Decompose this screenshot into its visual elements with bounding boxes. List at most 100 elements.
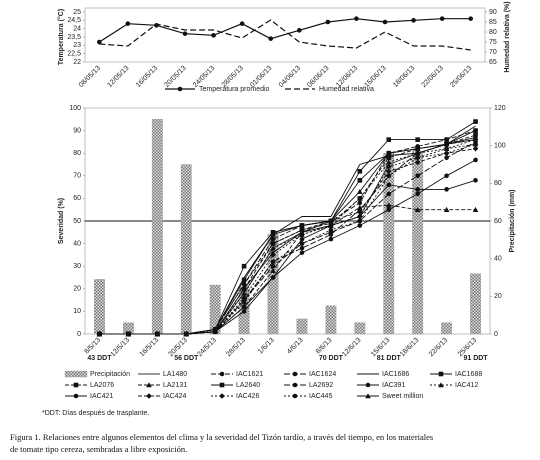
marker xyxy=(365,393,371,399)
marker xyxy=(386,191,392,197)
series-line xyxy=(99,139,476,335)
marker xyxy=(270,236,276,242)
marker xyxy=(212,328,218,335)
marker xyxy=(444,187,449,192)
marker xyxy=(299,241,305,246)
legend-swatch xyxy=(64,370,88,378)
marker xyxy=(444,137,449,142)
y2-tick-label: 120 xyxy=(494,105,506,112)
series-line xyxy=(99,136,476,335)
marker xyxy=(415,137,420,142)
y-tick-label: 80 xyxy=(73,150,81,157)
marker xyxy=(472,145,479,152)
caption: de tomate tipo cereza, sembradas a libre… xyxy=(10,444,187,454)
marker xyxy=(299,236,305,242)
y-tick-label: 10 xyxy=(73,308,81,315)
series-line xyxy=(99,130,476,335)
marker xyxy=(146,382,152,388)
y2-tick-label: 75 xyxy=(489,39,497,46)
y2-tick-label: 40 xyxy=(494,256,502,263)
marker xyxy=(183,331,190,337)
marker xyxy=(473,128,478,133)
marker xyxy=(357,213,363,220)
marker xyxy=(444,173,449,179)
marker xyxy=(386,207,392,212)
marker xyxy=(241,286,247,292)
legend-label: IAC1624 xyxy=(309,371,336,378)
marker xyxy=(328,222,334,229)
y-axis-title: Temperatura (°C) xyxy=(57,9,65,65)
marker xyxy=(296,28,302,33)
y-tick-label: 23 xyxy=(73,42,81,49)
bar xyxy=(94,279,105,335)
x-tick-label: 16/5/13 xyxy=(139,337,161,359)
bar xyxy=(412,151,424,335)
marker xyxy=(270,267,276,274)
marker xyxy=(270,275,276,280)
x-tick-label: 28/5/13 xyxy=(225,337,247,359)
marker xyxy=(365,382,371,388)
marker xyxy=(292,393,298,399)
x-tick-label: 8/6/13 xyxy=(315,337,334,356)
y-tick-label: 22,5 xyxy=(67,51,81,58)
x-tick-label: 22/06/13 xyxy=(421,65,445,89)
x-tick-label: 1/6/13 xyxy=(257,337,276,356)
marker xyxy=(241,263,247,269)
y-tick-label: 60 xyxy=(73,195,81,202)
marker xyxy=(411,18,416,23)
marker xyxy=(386,137,392,142)
marker xyxy=(125,331,132,337)
annotation: 56 DDT xyxy=(174,355,199,362)
marker xyxy=(415,187,420,192)
legend-label: Sweet million xyxy=(382,393,423,400)
legend-label: IAC1688 xyxy=(455,371,482,378)
y-tick-label: 23,5 xyxy=(67,34,81,41)
marker xyxy=(299,229,305,235)
bar xyxy=(325,305,337,335)
x-tick-label: 12/05/13 xyxy=(106,65,130,89)
footnote: *DDT: Días después de trasplante. xyxy=(42,410,149,417)
x-tick-label: 4/6/13 xyxy=(286,337,305,356)
y-tick-label: 25 xyxy=(73,9,81,16)
caption: Figura 1. Relaciones entre algunos eleme… xyxy=(10,432,433,442)
marker xyxy=(125,21,131,26)
marker xyxy=(241,300,247,305)
marker xyxy=(438,382,444,388)
legend-label: LA2640 xyxy=(236,382,260,389)
marker xyxy=(385,159,392,165)
marker xyxy=(73,382,79,388)
bar xyxy=(151,119,163,335)
x-tick-label: 12/5/13 xyxy=(110,337,132,359)
series-line xyxy=(99,19,471,51)
marker xyxy=(292,382,298,388)
series-line xyxy=(99,143,476,335)
series-line xyxy=(99,141,476,335)
legend-label: LA1480 xyxy=(163,371,187,378)
marker xyxy=(438,371,444,377)
marker xyxy=(357,195,363,201)
legend-label: IAC391 xyxy=(382,382,405,389)
marker xyxy=(292,371,298,377)
x-tick-label: 08/05/13 xyxy=(78,65,102,89)
marker xyxy=(386,155,392,161)
y-tick-label: 100 xyxy=(69,105,81,112)
marker xyxy=(414,150,421,156)
marker xyxy=(270,245,276,251)
annotation: 81 DDT xyxy=(377,355,402,362)
x-tick-label: 8/5/13 xyxy=(83,337,102,356)
marker xyxy=(328,232,334,237)
marker xyxy=(270,263,276,269)
marker xyxy=(182,31,188,36)
marker xyxy=(385,168,392,175)
y2-tick-label: 60 xyxy=(494,218,502,225)
y-tick-label: 30 xyxy=(73,263,81,270)
marker xyxy=(443,141,450,147)
legend-label: IAC445 xyxy=(309,393,332,400)
marker xyxy=(357,188,363,194)
marker xyxy=(328,218,334,224)
marker xyxy=(241,309,247,314)
y-tick-label: 20 xyxy=(73,286,81,293)
marker xyxy=(415,155,420,161)
marker xyxy=(270,240,276,247)
marker xyxy=(385,163,392,170)
